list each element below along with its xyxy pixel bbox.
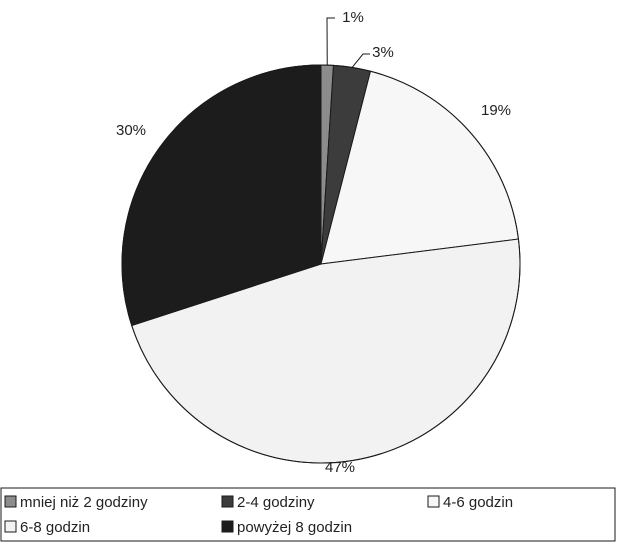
legend-swatch (4, 495, 17, 508)
legend-label: 2-4 godziny (237, 494, 315, 511)
leader-line (326, 17, 335, 66)
legend-swatch (221, 520, 234, 533)
leader-lines (326, 17, 370, 68)
data-label: 30% (116, 122, 146, 139)
data-label: 19% (481, 102, 511, 119)
legend-label: 4-6 godzin (443, 494, 513, 511)
legend-label: powyżej 8 godzin (237, 519, 352, 536)
legend-swatch (4, 520, 17, 533)
legend-box (0, 487, 616, 542)
leader-line (351, 53, 370, 68)
legend: mniej niż 2 godziny 2-4 godziny 4-6 godzin… (0, 487, 616, 542)
legend-swatch (427, 495, 440, 508)
data-label: 47% (325, 459, 355, 476)
pie-outline (121, 64, 521, 464)
pie-slices (121, 64, 521, 464)
legend-label: mniej niż 2 godziny (20, 494, 148, 511)
data-label: 1% (342, 9, 364, 26)
legend-swatch (221, 495, 234, 508)
legend-label: 6-8 godzin (20, 519, 90, 536)
data-label: 3% (372, 44, 394, 61)
data-labels: 1% 3% 19% 47% 30% (116, 9, 511, 476)
